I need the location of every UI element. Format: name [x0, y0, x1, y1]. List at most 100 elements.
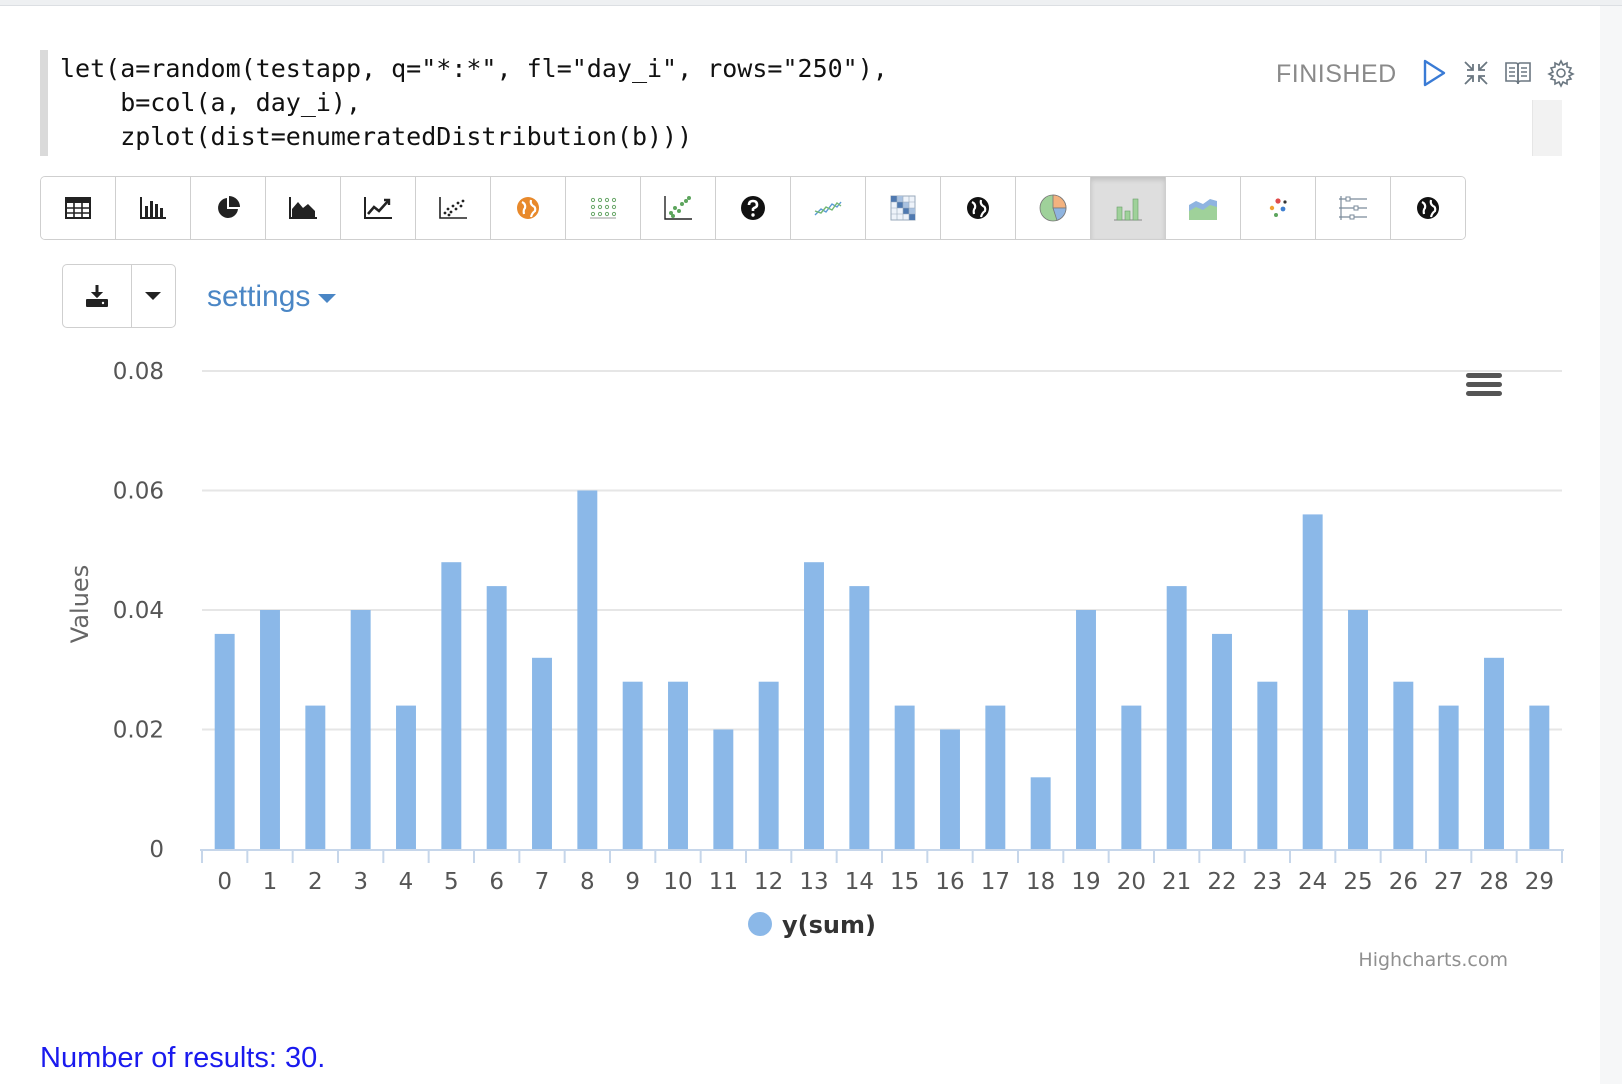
x-tick-label: 24	[1298, 869, 1327, 895]
code-line: let(a=random(testapp, q="*:*", fl="day_i…	[60, 54, 888, 83]
x-tick-label: 19	[1071, 869, 1100, 895]
bar[interactable]	[1030, 777, 1051, 849]
bar[interactable]	[713, 729, 734, 850]
right-scroll-gutter	[1600, 6, 1622, 1084]
code-line: zplot(dist=enumeratedDistribution(b)))	[60, 122, 693, 151]
gear-icon[interactable]	[1546, 58, 1576, 88]
bar[interactable]	[260, 610, 280, 849]
x-tick-label: 13	[799, 869, 828, 895]
bar[interactable]	[849, 586, 870, 849]
bar[interactable]	[758, 681, 779, 849]
code-line: b=col(a, day_i),	[60, 88, 362, 117]
download-dropdown-button[interactable]	[132, 265, 175, 327]
y-tick-label: 0.04	[113, 598, 164, 624]
y-tick-label: 0.08	[113, 359, 164, 385]
viz-line-button[interactable]	[341, 177, 416, 239]
bar[interactable]	[668, 681, 688, 849]
collapse-icon[interactable]	[1461, 58, 1491, 88]
viz-bar-color-button[interactable]	[1091, 177, 1166, 239]
editor-scrollbar[interactable]	[1532, 100, 1562, 156]
x-axis: 0 1 2 3 4 5 6 7 8 9 10 11 12 13 14 15 16 17 18 19 20 21 22 23 24…	[200, 849, 1564, 895]
bar[interactable]	[532, 657, 552, 849]
download-button-group	[62, 264, 176, 328]
y-axis: 0 0.02 0.04 0.06 0.08	[113, 359, 164, 863]
viz-multi-line-button[interactable]	[791, 177, 866, 239]
viz-scatter-green-button[interactable]	[641, 177, 716, 239]
y-tick-label: 0.02	[113, 718, 164, 744]
bar[interactable]	[1438, 705, 1459, 849]
viz-globe-button-2[interactable]	[1391, 177, 1465, 239]
hamburger-menu-icon[interactable]	[1466, 373, 1502, 396]
bar[interactable]	[985, 705, 1006, 849]
x-tick-label: 7	[535, 869, 550, 895]
x-tick-label: 15	[890, 869, 919, 895]
globe-orange-icon	[517, 197, 539, 219]
multi-line-icon	[814, 201, 842, 216]
viz-bar-button[interactable]	[116, 177, 191, 239]
bar[interactable]	[1348, 610, 1368, 849]
bar[interactable]	[1076, 610, 1096, 849]
bar[interactable]	[486, 586, 507, 849]
chart-legend[interactable]: y(sum)	[748, 911, 876, 939]
bar[interactable]	[940, 729, 960, 850]
bar[interactable]	[441, 562, 462, 849]
viz-area-button[interactable]	[266, 177, 341, 239]
heatmap-icon	[890, 195, 916, 221]
viz-dot-grid-button[interactable]	[566, 177, 641, 239]
bar[interactable]	[1121, 705, 1142, 849]
bar[interactable]	[1212, 633, 1232, 849]
viz-parallel-button[interactable]	[1316, 177, 1391, 239]
bar[interactable]	[577, 490, 598, 850]
bar[interactable]	[622, 681, 643, 849]
x-tick-label: 4	[399, 869, 414, 895]
bar[interactable]	[396, 705, 416, 849]
x-tick-label: 17	[981, 869, 1010, 895]
area-color-icon	[1189, 199, 1217, 220]
bar[interactable]	[894, 705, 915, 849]
viz-table-button[interactable]	[41, 177, 116, 239]
bar[interactable]	[1484, 657, 1504, 849]
viz-globe-orange-button[interactable]	[491, 177, 566, 239]
code-editor[interactable]: let(a=random(testapp, q="*:*", fl="day_i…	[40, 50, 1580, 156]
viz-bubble-button[interactable]	[1241, 177, 1316, 239]
settings-toggle[interactable]: settings	[207, 280, 337, 314]
book-icon[interactable]	[1503, 58, 1533, 88]
bar[interactable]	[1302, 514, 1323, 849]
bar[interactable]	[305, 705, 326, 849]
x-tick-label: 5	[444, 869, 459, 895]
x-tick-label: 23	[1253, 869, 1282, 895]
bar-chart-icon	[140, 197, 166, 219]
viz-help-button[interactable]	[716, 177, 791, 239]
bar[interactable]	[804, 562, 824, 849]
x-tick-label: 2	[308, 869, 323, 895]
run-icon[interactable]	[1418, 58, 1448, 88]
viz-heatmap-button[interactable]	[866, 177, 941, 239]
viz-globe-button[interactable]	[941, 177, 1016, 239]
x-tick-label: 1	[263, 869, 278, 895]
line-chart-icon	[364, 197, 392, 219]
paragraph-status: FINISHED	[1276, 60, 1397, 88]
x-tick-label: 25	[1343, 869, 1372, 895]
bar-chart: 00.020.040.060.08 0 1 2 3 4 5 6 7 8 9 10 11 12 13 14 15…	[66, 359, 1564, 971]
viz-area-color-button[interactable]	[1166, 177, 1241, 239]
x-tick-label: 3	[353, 869, 368, 895]
code-text[interactable]: let(a=random(testapp, q="*:*", fl="day_i…	[60, 52, 888, 154]
chart-credits[interactable]: Highcharts.com	[1358, 949, 1508, 971]
download-button[interactable]	[63, 265, 132, 327]
chart-gridlines	[202, 370, 1562, 731]
chart-bars	[214, 490, 1550, 850]
viz-pie-button[interactable]	[191, 177, 266, 239]
bar[interactable]	[350, 610, 371, 849]
viz-scatter-button[interactable]	[416, 177, 491, 239]
bar[interactable]	[1393, 681, 1414, 849]
viz-pie-color-button[interactable]	[1016, 177, 1091, 239]
y-axis-title: Values	[66, 565, 94, 643]
legend-label: y(sum)	[782, 911, 876, 939]
bar[interactable]	[1257, 681, 1278, 849]
bar[interactable]	[1529, 705, 1550, 849]
x-tick-label: 22	[1207, 869, 1236, 895]
bar-color-icon	[1114, 198, 1142, 221]
bar[interactable]	[1166, 586, 1187, 849]
bar[interactable]	[214, 633, 235, 849]
x-tick-label: 10	[663, 869, 692, 895]
